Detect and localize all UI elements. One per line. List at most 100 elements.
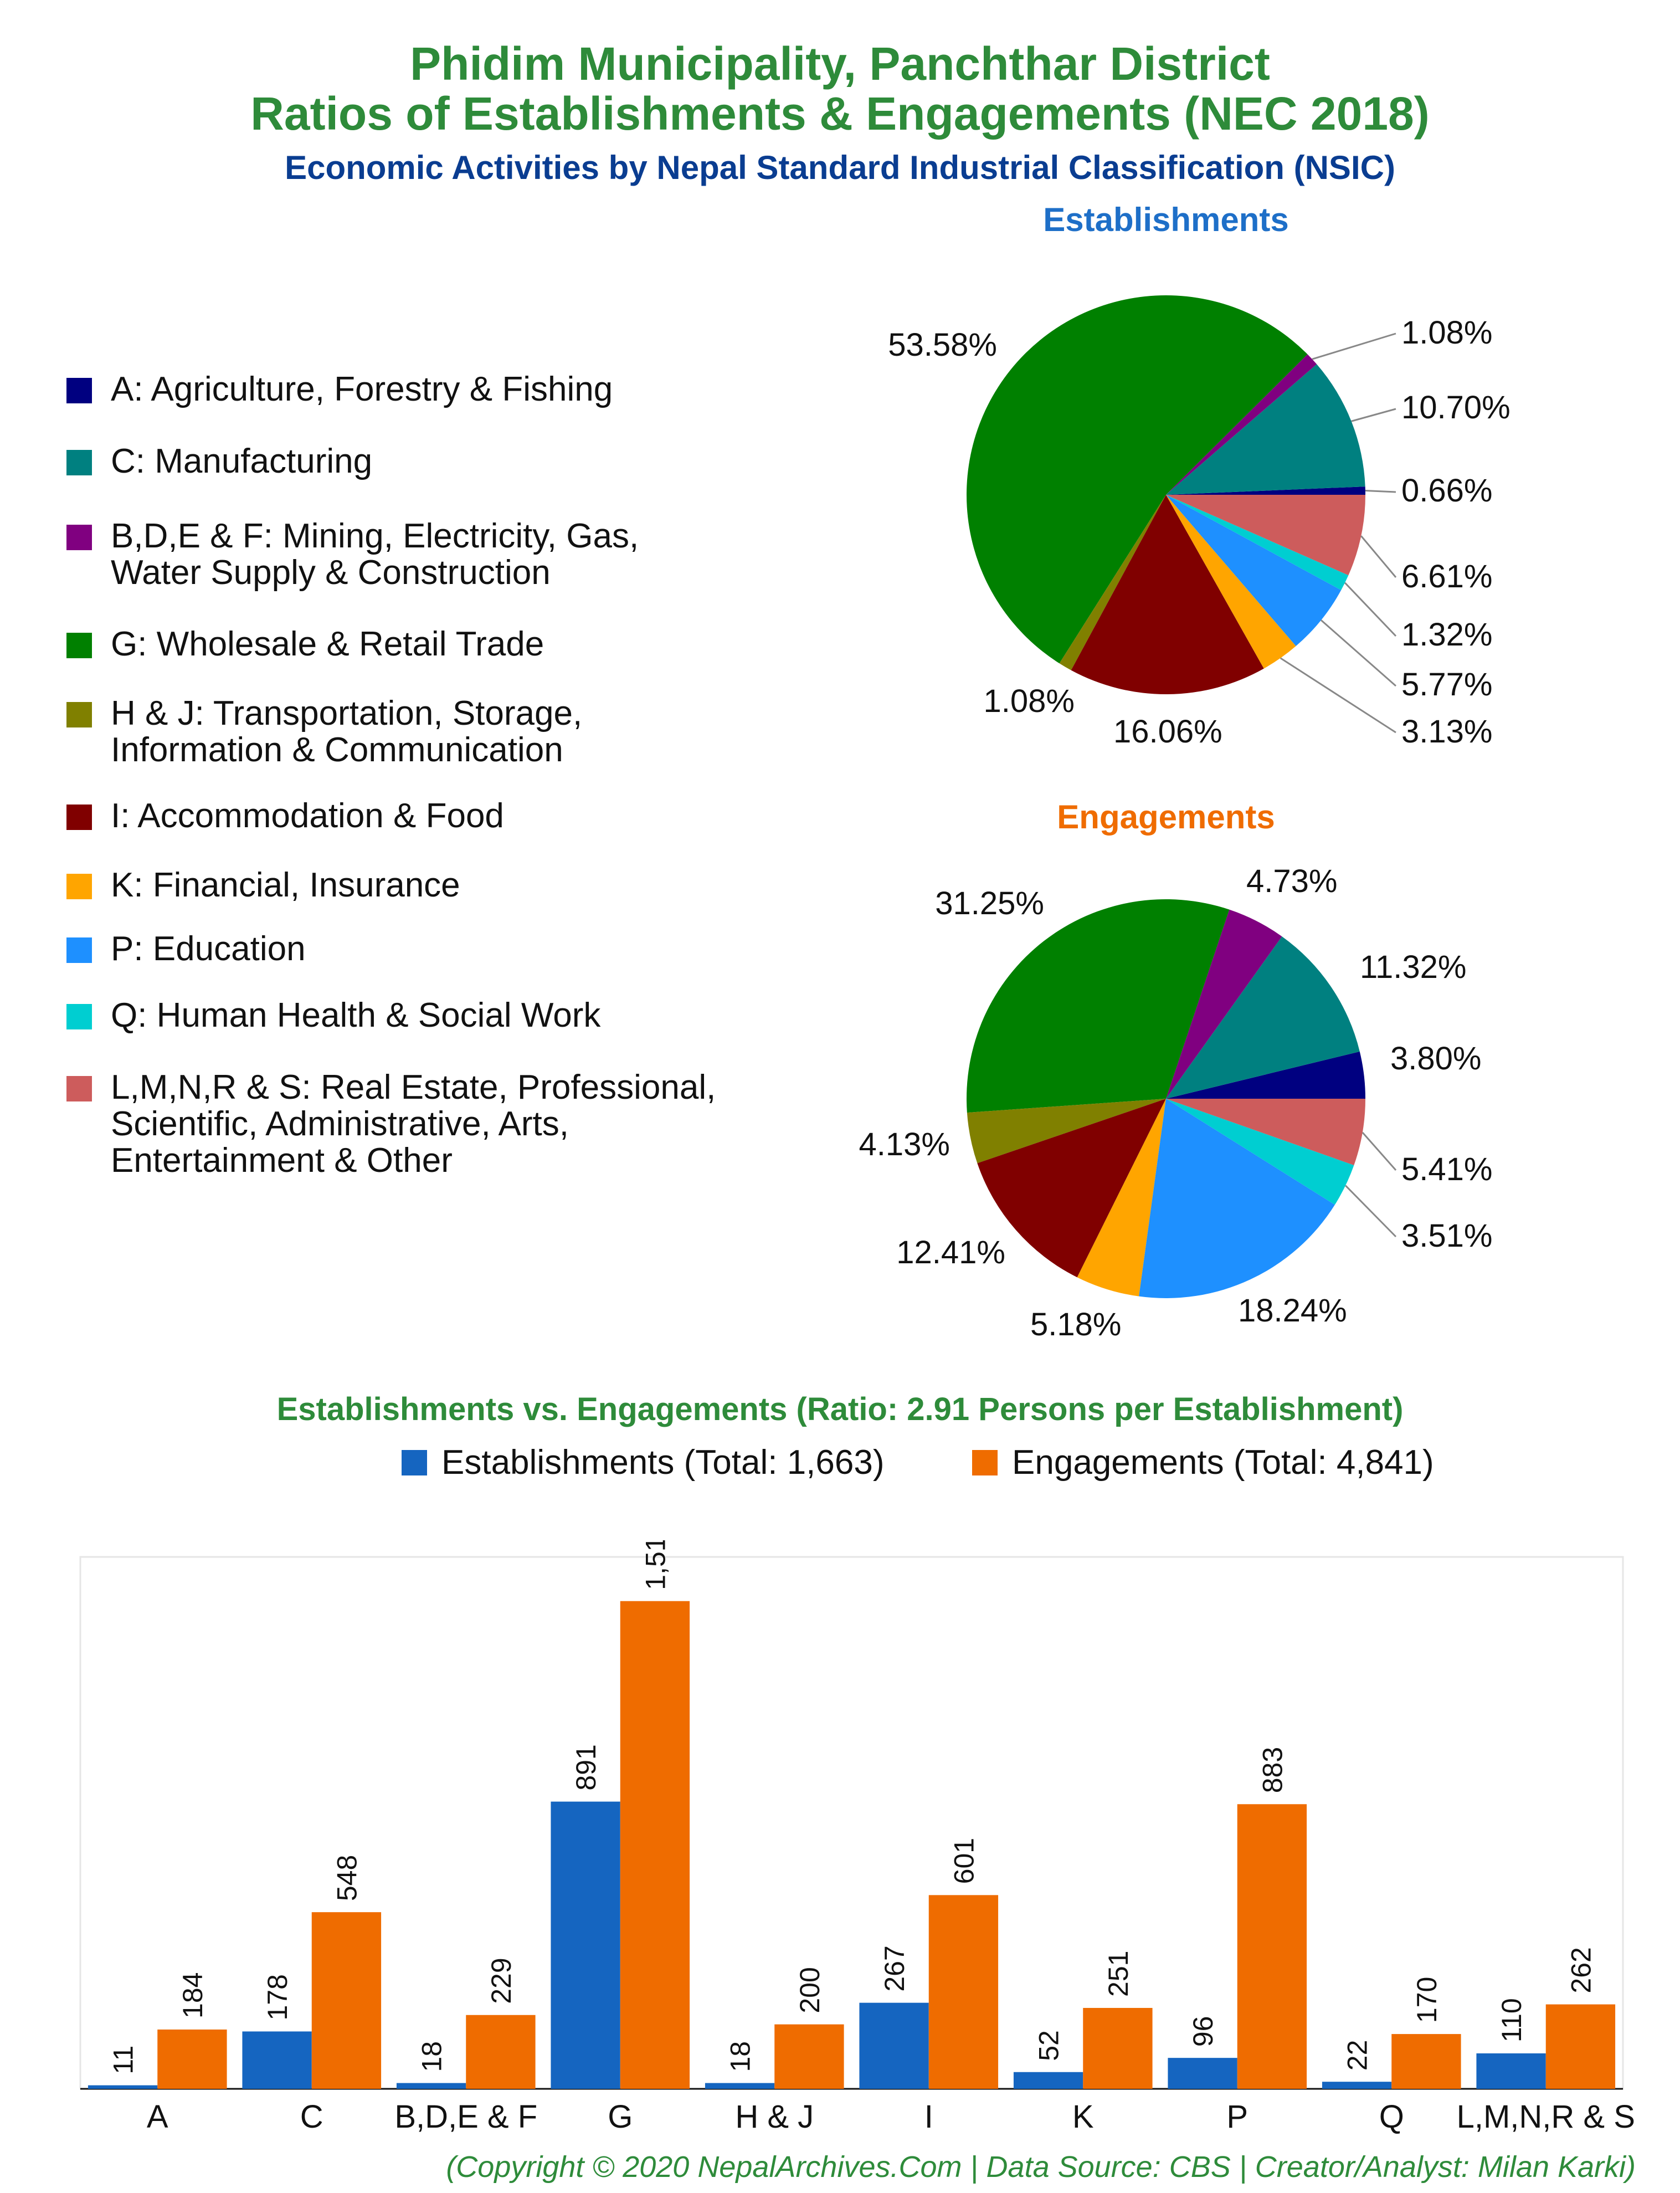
bar-value-label: 883 <box>1257 1747 1288 1793</box>
legend-label-q: Q: Human Health & Social Work <box>111 996 601 1034</box>
bar-establishments-8 <box>1322 2082 1392 2089</box>
legend-item-q: Q: Human Health & Social Work <box>66 997 600 1034</box>
bar-value-label: 251 <box>1103 1951 1134 1997</box>
pie-slice-p <box>1166 495 1342 647</box>
x-tick-label: K <box>1072 2099 1094 2135</box>
pie-slice-k <box>1077 1099 1166 1297</box>
x-tick-label: P <box>1226 2099 1248 2135</box>
bar-establishments-5 <box>859 2002 929 2089</box>
chart-title-line1: Phidim Municipality, Panchthar District <box>410 38 1270 90</box>
pie-establishments: 0.66% 10.70% 1.08% 53.58% 1.08% 16.06% 3.13% 5.… <box>888 295 1511 750</box>
legend-swatch-q <box>66 1004 92 1029</box>
pie-slice-bdef <box>1166 354 1317 495</box>
pie-slice-i <box>977 1099 1166 1278</box>
legend-item-c: C: Manufacturing <box>66 443 372 480</box>
bar-establishments-0 <box>88 2085 158 2089</box>
legend-label-c: C: Manufacturing <box>111 442 373 480</box>
legend-item-lmnrs: L,M,N,R & S: Real Estate, Professional, … <box>66 1069 716 1179</box>
bar-engagements-5 <box>928 1895 999 2089</box>
pie-slice-a <box>1166 486 1365 495</box>
x-tick-label: A <box>147 2099 168 2135</box>
bar-legend-establishments: Establishments (Total: 1,663) <box>402 1443 885 1482</box>
legend-label-establishments: Establishments (Total: 1,663) <box>441 1443 885 1482</box>
pie-slice-c <box>1166 364 1365 495</box>
chart-subtitle: Economic Activities by Nepal Standard In… <box>285 149 1395 186</box>
legend-swatch-engagements <box>972 1449 998 1475</box>
legend-label-g: G: Wholesale & Retail Trade <box>111 625 544 663</box>
bar-value-label: 262 <box>1565 1947 1596 1993</box>
bar-value-label: 96 <box>1188 2016 1219 2047</box>
pie-slice-q <box>1166 1099 1354 1205</box>
pie-label-g: 53.58% <box>888 327 997 363</box>
bar-engagements-7 <box>1237 1804 1307 2089</box>
pie-label-c: 11.32% <box>1360 949 1466 985</box>
bar-establishments-7 <box>1168 2058 1237 2089</box>
bar-value-label: 1,513 <box>640 1540 671 1590</box>
legend-item-p: P: Education <box>66 931 306 967</box>
bar-value-label: 110 <box>1496 1998 1527 2042</box>
legend-swatch-p <box>66 937 92 963</box>
legend-item-hj: H & J: Transportation, Storage, Informat… <box>66 695 582 768</box>
legend-label-bdef: B,D,E & F: Mining, Electricity, Gas, Wat… <box>111 517 639 592</box>
pie-slice-q <box>1166 495 1349 591</box>
pie-slice-g <box>967 899 1230 1113</box>
legend-item-g: G: Wholesale & Retail Trade <box>66 626 544 663</box>
pie-leader-line <box>1280 657 1396 734</box>
x-tick-label: B,D,E & F <box>394 2099 537 2135</box>
chart-title-line2: Ratios of Establishments & Engagements (… <box>250 88 1430 140</box>
x-tick-label: G <box>608 2099 633 2135</box>
bar-value-label: 267 <box>879 1945 910 1991</box>
legend-swatch-k <box>66 874 92 899</box>
legend-swatch-establishments <box>402 1449 427 1475</box>
pie-slice-g <box>967 295 1308 664</box>
legend-item-k: K: Financial, Insurance <box>66 867 460 904</box>
bar-engagements-6 <box>1083 2007 1153 2089</box>
pie-label-p: 18.24% <box>1238 1293 1347 1329</box>
x-tick-label: I <box>924 2099 933 2135</box>
pie-label-bdef: 4.73% <box>1246 863 1337 899</box>
pie-label-g: 31.25% <box>935 885 1044 921</box>
pie-leader-line <box>1321 619 1396 687</box>
pie-label-hj: 1.08% <box>984 683 1075 719</box>
pie-slice-c <box>1166 936 1360 1099</box>
legend-item-bdef: B,D,E & F: Mining, Electricity, Gas, Wat… <box>66 518 639 591</box>
pie-title-establishments: Establishments <box>1043 201 1289 238</box>
bar-engagements-8 <box>1391 2034 1461 2089</box>
pie-label-hj: 4.13% <box>859 1126 950 1162</box>
bar-engagements-1 <box>311 1912 382 2089</box>
bar-establishments-9 <box>1476 2053 1546 2089</box>
bar-establishments-2 <box>396 2083 466 2089</box>
pie-label-p: 5.77% <box>1401 667 1492 703</box>
pie-label-c: 10.70% <box>1401 390 1511 426</box>
pie-label-k: 3.13% <box>1401 714 1492 750</box>
legend-label-i: I: Accommodation & Food <box>111 797 504 835</box>
bar-chart-title: Establishments vs. Engagements (Ratio: 2… <box>276 1391 1404 1427</box>
pie-charts: 0.66% 10.70% 1.08% 53.58% 1.08% 16.06% 3.13% 5.… <box>859 295 1511 1343</box>
bar-establishments-4 <box>705 2083 775 2089</box>
pie-label-bdef: 1.08% <box>1401 315 1492 351</box>
legend-swatch-i <box>66 805 92 830</box>
legend-item-a: A: Agriculture, Forestry & Fishing <box>66 371 613 408</box>
bar-legend-engagements: Engagements (Total: 4,841) <box>972 1443 1434 1482</box>
legend-swatch-c <box>66 450 92 475</box>
legend-label-p: P: Education <box>111 930 306 968</box>
legend-label-engagements: Engagements (Total: 4,841) <box>1012 1443 1434 1482</box>
x-tick-label: C <box>300 2099 323 2135</box>
bar-value-label: 891 <box>571 1744 602 1790</box>
pie-label-lmnrs: 6.61% <box>1401 559 1492 595</box>
footer-credits: (Copyright © 2020 NepalArchives.Com | Da… <box>446 2150 1636 2184</box>
legend-label-hj: H & J: Transportation, Storage, Informat… <box>111 694 583 769</box>
bar-value-label: 11 <box>108 2046 139 2074</box>
pie-slice-a <box>1166 1051 1365 1099</box>
x-tick-label: L,M,N,R & S <box>1457 2099 1635 2135</box>
pie-engagements: 3.80% 11.32% 4.73% 31.25% 4.13% 12.41% 5.18% 18… <box>859 863 1493 1343</box>
pie-leader-line <box>1365 490 1396 493</box>
pie-label-a: 3.80% <box>1390 1041 1481 1077</box>
pie-slice-hj <box>967 1099 1166 1164</box>
bar-engagements-0 <box>157 2029 227 2089</box>
pie-slice-lmnrs <box>1166 1099 1365 1166</box>
pie-leader-line <box>1345 1185 1397 1238</box>
pie-leader-line <box>1362 1131 1397 1171</box>
pie-label-i: 16.06% <box>1113 714 1222 750</box>
legend-label-a: A: Agriculture, Forestry & Fishing <box>111 370 613 408</box>
